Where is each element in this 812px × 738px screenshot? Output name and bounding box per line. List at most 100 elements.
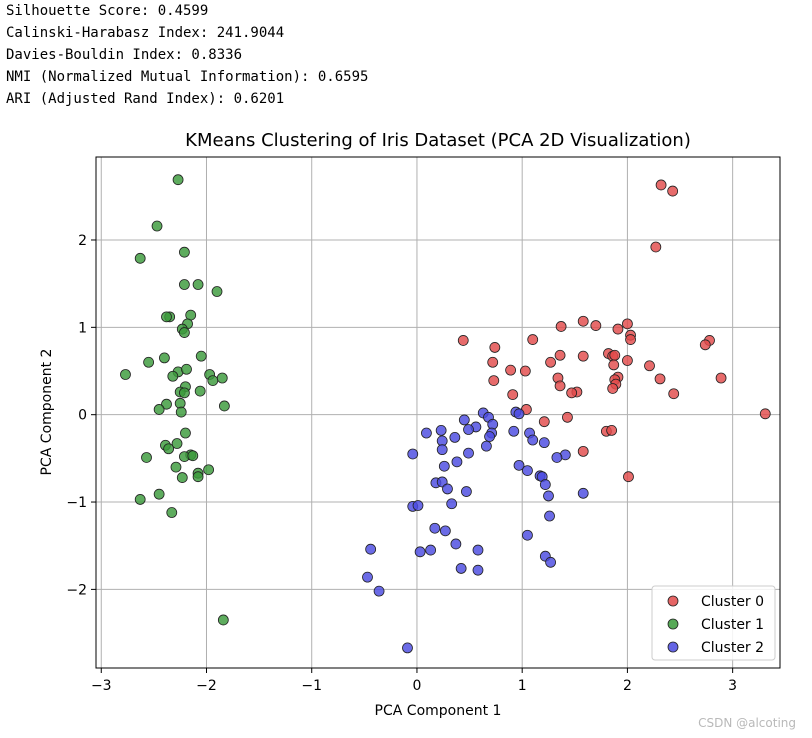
cluster-2-point <box>472 564 484 576</box>
cluster-1-point <box>176 472 188 483</box>
legend-label-cluster-1: Cluster 1 <box>701 617 764 633</box>
cluster-0-point <box>667 185 679 197</box>
cluster-0-point <box>488 375 500 387</box>
cluster-2-point <box>522 529 533 541</box>
cluster-1-point <box>178 246 190 258</box>
y-tick-label: 2 <box>78 233 87 249</box>
legend-label-cluster-0: Cluster 0 <box>701 594 764 610</box>
cluster-0-point <box>527 334 539 345</box>
cluster-0-point <box>555 321 567 332</box>
cluster-2-point <box>435 425 447 436</box>
cluster-0-point <box>489 342 501 353</box>
cluster-0-point <box>612 323 624 335</box>
cluster-2-point <box>438 460 450 472</box>
ari-score: ARI (Adjusted Rand Index): 0.6201 <box>6 91 285 107</box>
y-tick-label: −2 <box>66 582 87 598</box>
plot-frame <box>95 156 781 669</box>
cluster-2-point <box>455 563 467 574</box>
cluster-0-point <box>608 359 620 371</box>
cluster-0-point <box>519 365 531 377</box>
davies-bouldin-index: Davies-Bouldin Index: 0.8336 <box>6 47 243 63</box>
cluster-0-point <box>590 320 602 331</box>
cluster-0-point <box>644 360 655 372</box>
cluster-1-point <box>218 400 230 412</box>
cluster-1-point <box>171 438 183 449</box>
y-axis-label: PCA Component 2 <box>39 349 55 476</box>
cluster-2-point <box>450 538 462 550</box>
cluster-2-point <box>439 525 451 537</box>
cluster-2-point <box>449 431 461 443</box>
cluster-1-point <box>175 406 187 418</box>
legend: Cluster 0 Cluster 1 Cluster 2 <box>651 585 776 661</box>
cluster-2-point <box>463 424 474 435</box>
cluster-2-point <box>402 642 413 654</box>
cluster-2-point <box>513 459 525 471</box>
cluster-2-point <box>484 431 495 442</box>
cluster-1-point <box>217 614 229 626</box>
cluster-2-point <box>522 465 533 476</box>
cluster-0-point <box>566 387 578 399</box>
y-tick-label: 1 <box>78 320 87 336</box>
cluster-1-point <box>134 494 146 505</box>
cluster-2-point <box>481 440 492 452</box>
x-axis-ticks: −3 −2 −1 0 1 2 3 <box>91 668 737 694</box>
x-tick-label: 0 <box>412 678 421 694</box>
chart-title: KMeans Clustering of Iris Dataset (PCA 2… <box>185 130 691 151</box>
x-tick-label: 2 <box>623 678 632 694</box>
cluster-2-point <box>446 498 458 510</box>
cluster-2-point <box>365 543 377 555</box>
cluster-0-point <box>577 315 589 327</box>
cluster-0-point <box>562 411 573 423</box>
cluster-1-point <box>180 427 191 439</box>
cluster-2-point <box>451 456 463 468</box>
x-tick-label: −2 <box>196 678 217 694</box>
cluster-1-point <box>178 279 190 290</box>
cluster-2-point <box>458 414 470 426</box>
legend-marker-cluster-0 <box>667 595 679 607</box>
x-tick-label: −3 <box>91 678 112 694</box>
cluster-2-point <box>513 408 525 420</box>
cluster-0-point <box>655 179 667 191</box>
x-tick-label: 3 <box>728 678 737 694</box>
cluster-0-point <box>487 356 499 368</box>
cluster-0-point <box>759 408 771 420</box>
cluster-0-point <box>668 388 680 400</box>
cluster-1-point <box>178 387 190 399</box>
cluster-2-point <box>425 544 437 556</box>
cluster-0-point <box>606 425 618 436</box>
cluster-0-point <box>457 335 469 346</box>
cluster-0-point <box>650 241 662 253</box>
cluster-0-point <box>625 334 636 345</box>
cluster-0-point <box>577 445 589 457</box>
metrics-output: Silhouette Score: 0.4599 Calinski-Haraba… <box>6 0 368 110</box>
legend-marker-cluster-1 <box>667 618 679 630</box>
cluster-1-point <box>120 369 131 380</box>
legend-label-cluster-2: Cluster 2 <box>701 640 764 656</box>
cluster-2-point <box>362 571 373 583</box>
cluster-1-point <box>161 398 172 410</box>
cluster-1-point <box>170 461 182 473</box>
cluster-2-point <box>539 479 551 490</box>
cluster-0-point <box>654 373 666 385</box>
calinski-harabasz-index: Calinski-Harabasz Index: 241.9044 <box>6 25 285 41</box>
cluster-2-point <box>577 487 589 499</box>
cluster-2-point <box>412 500 424 511</box>
cluster-2-point <box>538 437 550 449</box>
cluster-2-point <box>463 447 474 459</box>
cluster-0-point <box>699 339 711 351</box>
cluster-1-point <box>216 372 228 384</box>
cluster-2-point <box>442 483 453 495</box>
data-points <box>120 174 771 654</box>
cluster-1-point <box>187 450 199 462</box>
cluster-0-point <box>505 364 517 376</box>
cluster-0-point <box>609 349 621 361</box>
cluster-1-point <box>181 363 192 375</box>
cluster-2-point <box>421 427 432 439</box>
cluster-0-point <box>623 471 634 483</box>
cluster-2-point <box>544 510 555 522</box>
cluster-2-point <box>461 486 472 497</box>
cluster-2-point <box>373 585 385 597</box>
cluster-1-point <box>211 286 223 297</box>
cluster-2-point <box>436 444 448 456</box>
